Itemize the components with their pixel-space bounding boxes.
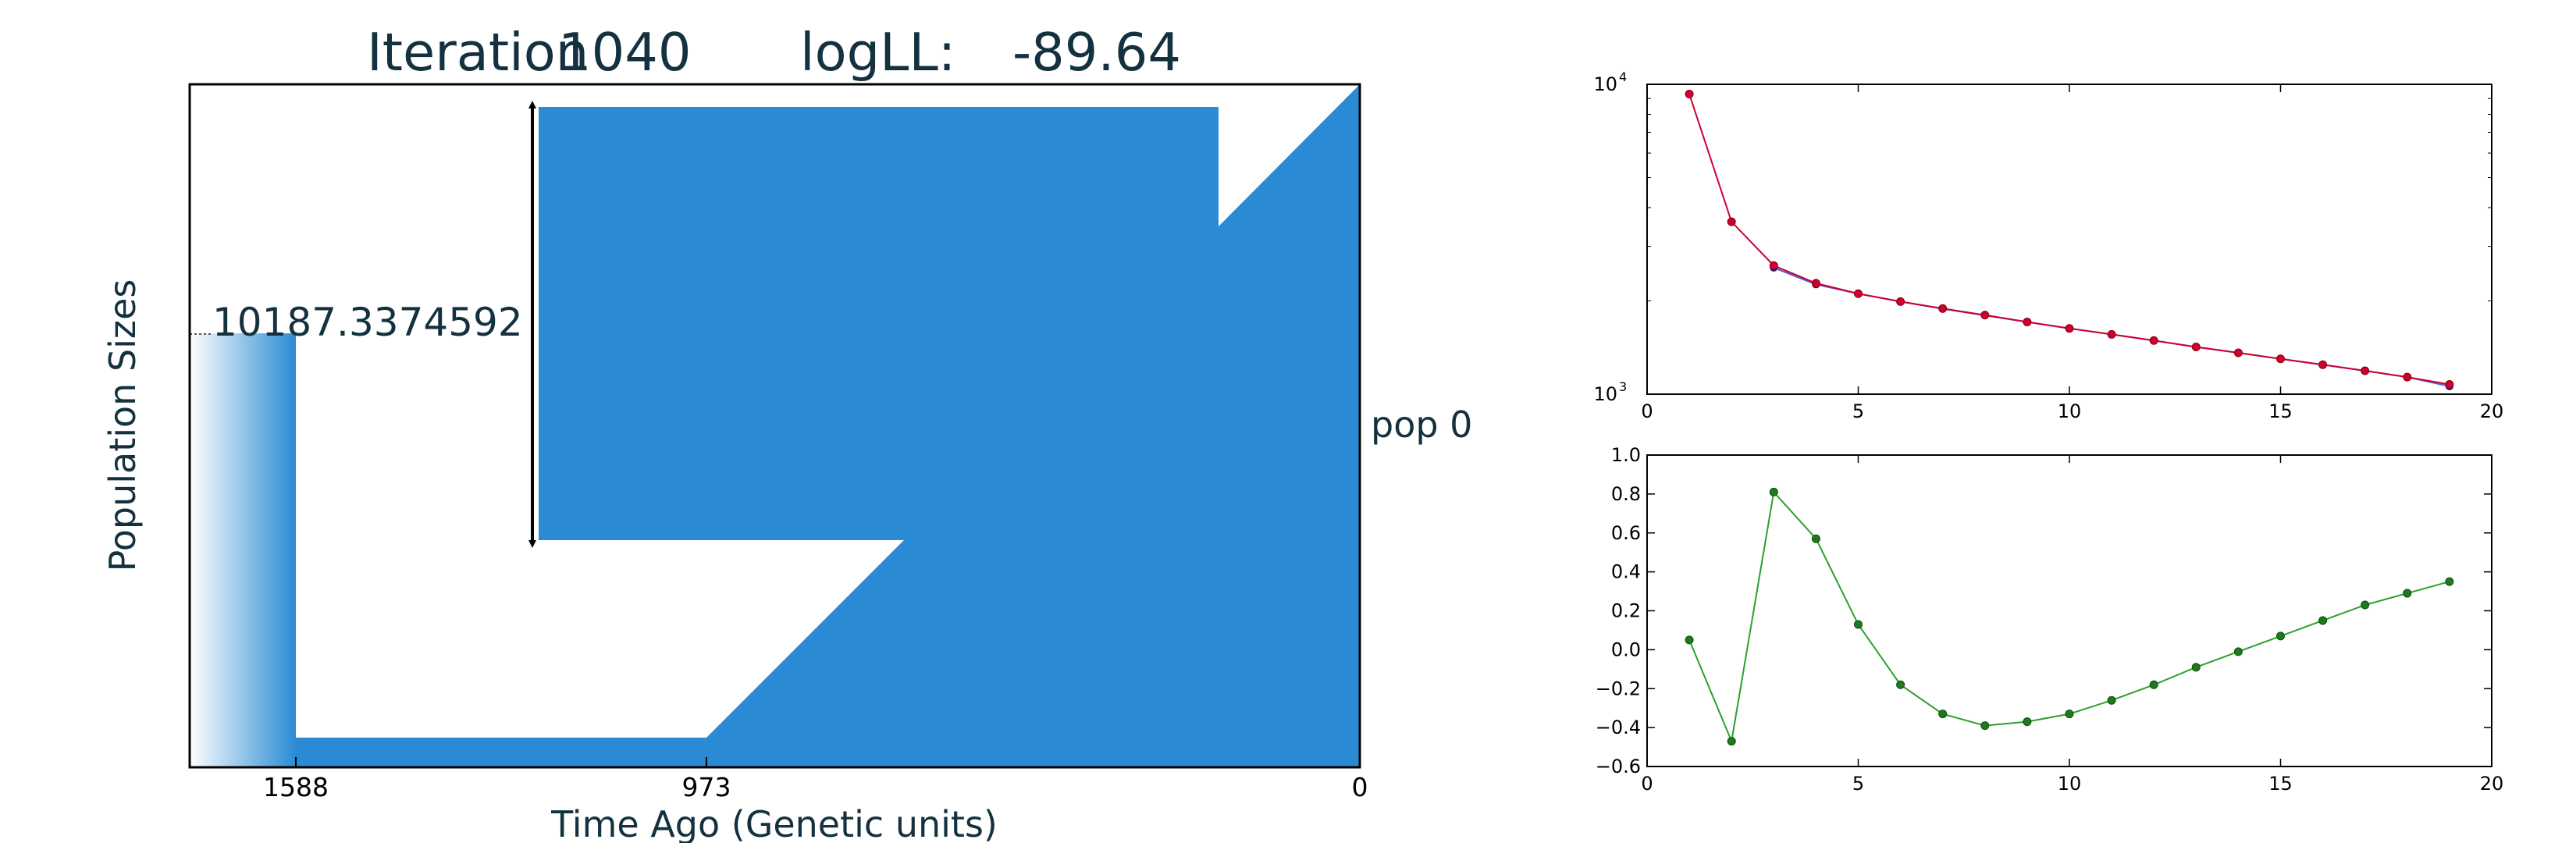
residual-point <box>2445 577 2454 586</box>
title-iteration-label: Iteration <box>367 22 589 83</box>
y-tick-label: 0.8 <box>1611 483 1641 505</box>
y-tick-exponent: 4 <box>1619 69 1627 84</box>
title-loglik-label: logLL: <box>800 22 955 83</box>
residual-point <box>2191 663 2201 672</box>
residual-point <box>1854 620 1863 629</box>
bottom-chart-frame <box>1646 454 2492 767</box>
fitted-point <box>2023 318 2032 327</box>
residual-point <box>1811 534 1820 543</box>
residual-point <box>2403 589 2412 598</box>
fitted-point <box>1769 261 1778 270</box>
fitted-series-line <box>1688 94 2450 386</box>
fitted-point <box>2276 354 2285 364</box>
fitted-point <box>1896 297 1905 306</box>
y-tick-label: 10 <box>1593 73 1617 95</box>
residual-series-line <box>1688 490 2450 745</box>
x-tick-label: 0 <box>1641 400 1653 422</box>
fitted-point <box>2318 360 2328 369</box>
x-tick-label: 20 <box>2480 773 2504 795</box>
fitted-point <box>1685 90 1694 99</box>
title-loglik-value: -89.64 <box>1012 22 1181 83</box>
fitted-point <box>1811 279 1820 288</box>
fitted-point <box>2191 343 2201 352</box>
residual-point <box>1769 487 1778 496</box>
top-chart-series <box>1685 90 2454 390</box>
size-annotation: 10187.3374592 <box>212 300 523 345</box>
y-tick-label: 0.4 <box>1611 561 1641 583</box>
y-tick-label: −0.2 <box>1596 678 1641 699</box>
fitted-point <box>2233 348 2243 357</box>
y-tick-label: −0.6 <box>1596 756 1641 777</box>
x-tick-label: 10 <box>2058 773 2082 795</box>
demography-frame <box>188 83 1361 769</box>
bottom-chart-axes: 0 5 10 15 20 1.0 0.8 0.6 0.4 0.2 0.0 −0.2 −0.4 −0.6 <box>1596 444 2504 795</box>
x-tick-label: 0 <box>1352 772 1368 802</box>
residual-point <box>2023 717 2032 727</box>
fitted-point <box>2149 336 2158 345</box>
y-axis-label: Population Sizes <box>101 279 144 572</box>
x-tick-label: 10 <box>2058 400 2082 422</box>
x-tick-label: 1588 <box>263 772 329 802</box>
residual-point <box>2149 680 2158 689</box>
bottom-chart-series <box>1685 487 2454 746</box>
residual-point <box>2107 695 2116 705</box>
residual-point <box>2361 600 2370 610</box>
residual-point <box>1896 680 1905 689</box>
residual-point <box>1938 710 1948 719</box>
title-iteration-value: 1040 <box>558 22 692 83</box>
residual-point <box>2318 616 2328 625</box>
fitted-point <box>2065 324 2074 333</box>
x-tick-label: 5 <box>1852 400 1864 422</box>
population-ancient-fade <box>190 333 296 767</box>
y-tick-label: 0.0 <box>1611 638 1641 660</box>
residual-point <box>1727 737 1736 746</box>
y-tick-label: 1.0 <box>1611 444 1641 466</box>
x-tick-label: 15 <box>2268 400 2293 422</box>
y-tick-label: 0.6 <box>1611 522 1641 544</box>
x-axis-label: Time Ago (Genetic units) <box>550 803 998 843</box>
y-tick-label: −0.4 <box>1596 717 1641 738</box>
population-label: pop 0 <box>1371 404 1472 446</box>
residual-point <box>1685 635 1694 645</box>
residual-point <box>1980 721 1990 731</box>
demography-panel: Iteration 1040 logLL: -89.64 10187.33745… <box>101 22 1472 843</box>
fitted-point <box>1727 217 1736 226</box>
y-tick-exponent: 3 <box>1619 379 1627 394</box>
residual-point <box>2276 631 2285 641</box>
residual-point <box>2233 647 2243 656</box>
x-tick-label: 5 <box>1852 773 1864 795</box>
y-tick-label: 0.2 <box>1611 600 1641 622</box>
fitted-point <box>1980 311 1990 320</box>
residual-point <box>2065 710 2074 719</box>
x-tick-label: 15 <box>2268 773 2293 795</box>
population-block-body <box>296 84 1360 767</box>
fitted-point <box>2445 380 2454 389</box>
x-tick-label: 20 <box>2480 400 2504 422</box>
fitted-point <box>1938 304 1948 313</box>
y-tick-label: 10 <box>1593 383 1617 405</box>
fitted-point <box>2361 366 2370 375</box>
residual-chart: 0 5 10 15 20 1.0 0.8 0.6 0.4 0.2 0.0 −0.2 −0.4 −0.6 <box>1596 444 2504 795</box>
fitted-point <box>1854 289 1863 298</box>
x-tick-label: 973 <box>682 772 731 802</box>
x-tick-label: 0 <box>1641 773 1653 795</box>
top-chart-frame <box>1646 84 2492 395</box>
fitted-point <box>2403 372 2412 382</box>
fitted-point <box>2107 329 2116 339</box>
